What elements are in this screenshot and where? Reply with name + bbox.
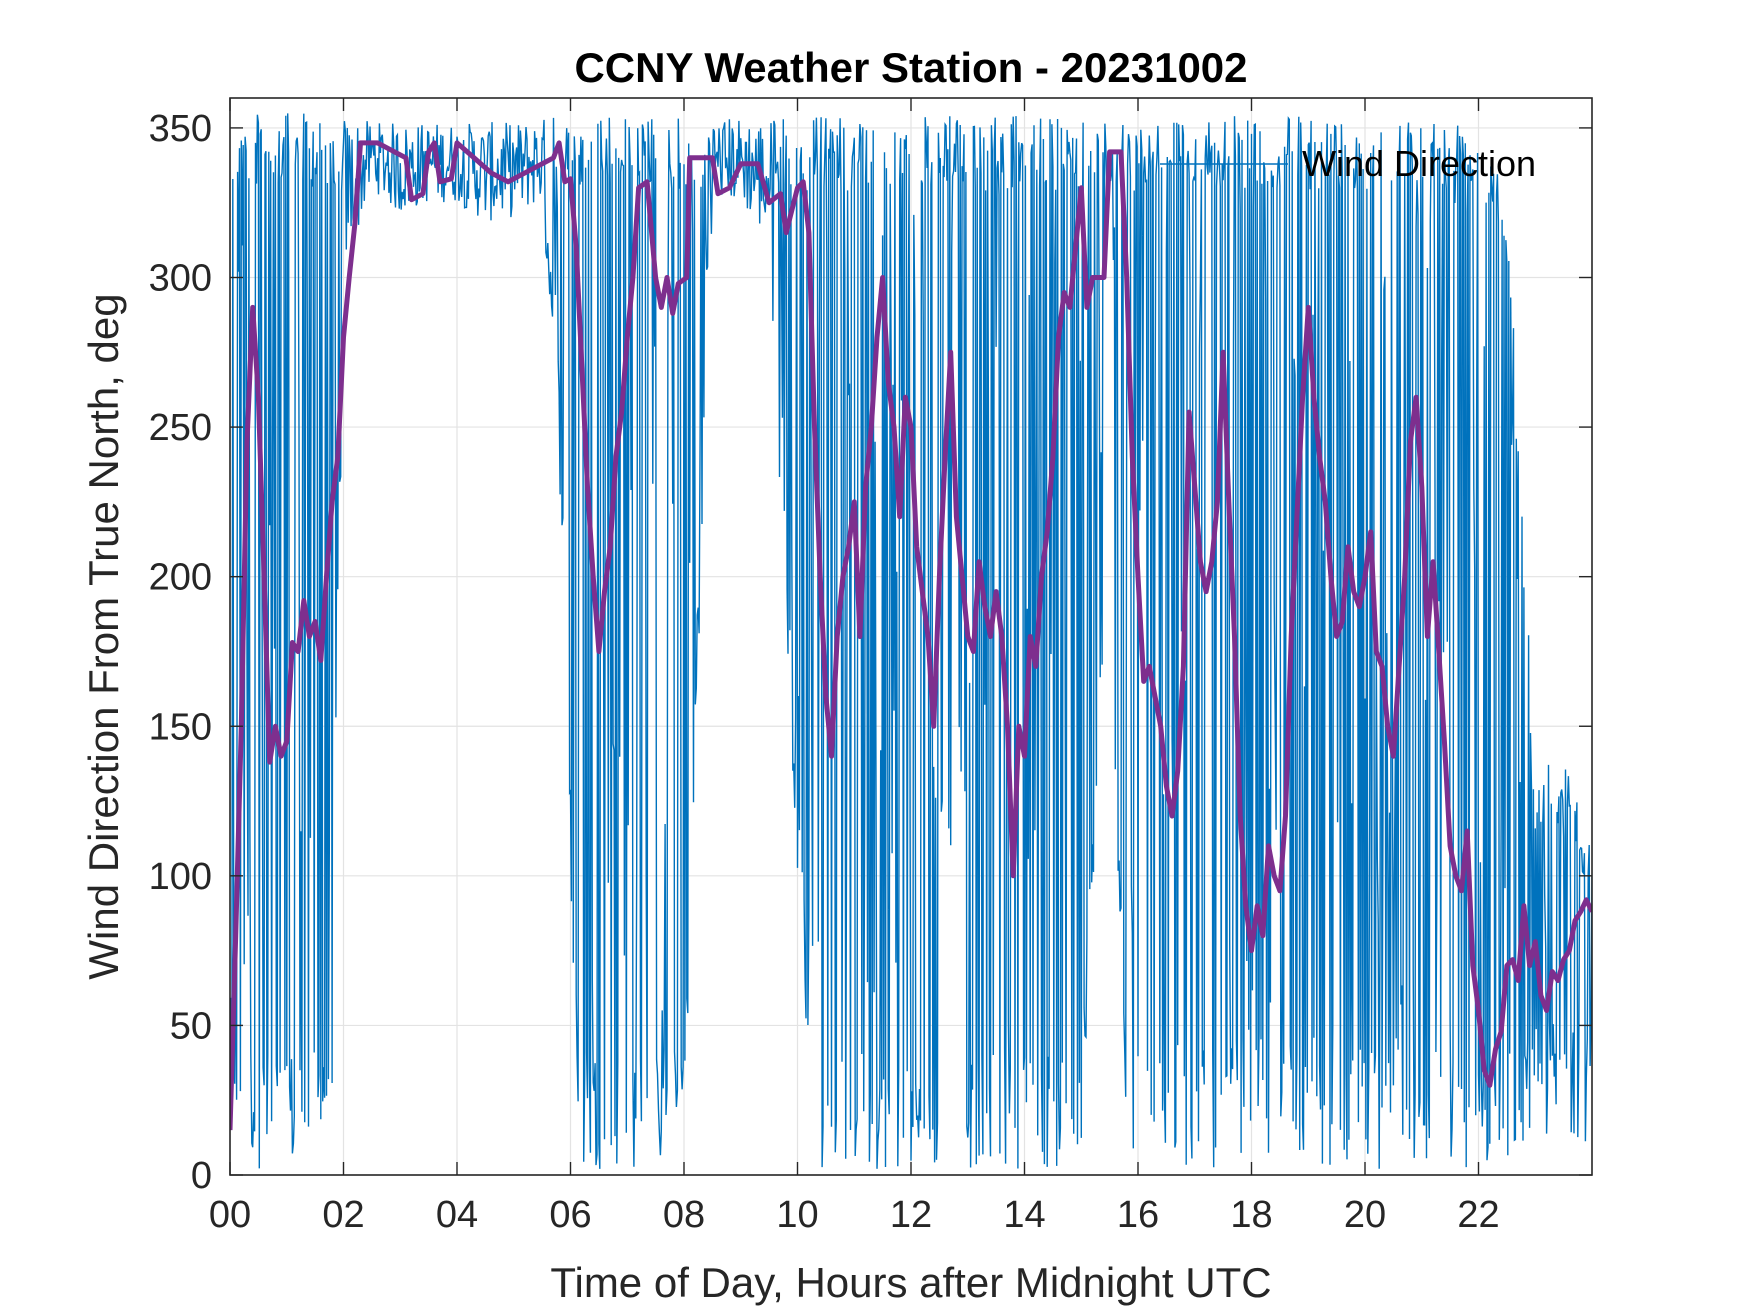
y-axis-label: Wind Direction From True North, deg	[80, 293, 127, 979]
legend: Wind Direction	[1160, 143, 1536, 184]
y-tick-label-250: 250	[149, 407, 212, 449]
tick-marks	[229, 98, 1592, 1176]
x-tick-label-00: 00	[209, 1194, 251, 1236]
x-tick-labels: 00 02 04 06 08 10 12 14 16 18 20 22	[209, 1194, 1500, 1236]
y-tick-label-0: 0	[191, 1155, 212, 1197]
x-tick-label-10: 10	[776, 1194, 818, 1236]
y-tick-labels: 0 50 100 150 200 250 300 350	[149, 108, 212, 1197]
x-tick-label-14: 14	[1003, 1194, 1045, 1236]
series-line-wind-direction	[230, 113, 1592, 1169]
x-tick-label-12: 12	[890, 1194, 932, 1236]
chart-title: CCNY Weather Station - 20231002	[574, 44, 1247, 91]
y-tick-label-200: 200	[149, 557, 212, 599]
x-tick-label-20: 20	[1344, 1194, 1386, 1236]
x-tick-label-22: 22	[1457, 1194, 1499, 1236]
y-tick-label-50: 50	[170, 1005, 212, 1047]
x-axis-label: Time of Day, Hours after Midnight UTC	[550, 1259, 1271, 1306]
y-tick-label-300: 300	[149, 258, 212, 300]
series-layer	[230, 113, 1592, 1169]
y-tick-label-150: 150	[149, 706, 212, 748]
series-line-smoothed	[230, 140, 1592, 1131]
y-tick-label-100: 100	[149, 856, 212, 898]
x-tick-label-04: 04	[436, 1194, 478, 1236]
x-tick-label-18: 18	[1230, 1194, 1272, 1236]
y-tick-label-350: 350	[149, 108, 212, 150]
x-tick-label-16: 16	[1117, 1194, 1159, 1236]
x-tick-label-08: 08	[663, 1194, 705, 1236]
x-tick-label-06: 06	[549, 1194, 591, 1236]
x-tick-label-02: 02	[322, 1194, 364, 1236]
legend-label-wind-direction: Wind Direction	[1302, 143, 1536, 184]
